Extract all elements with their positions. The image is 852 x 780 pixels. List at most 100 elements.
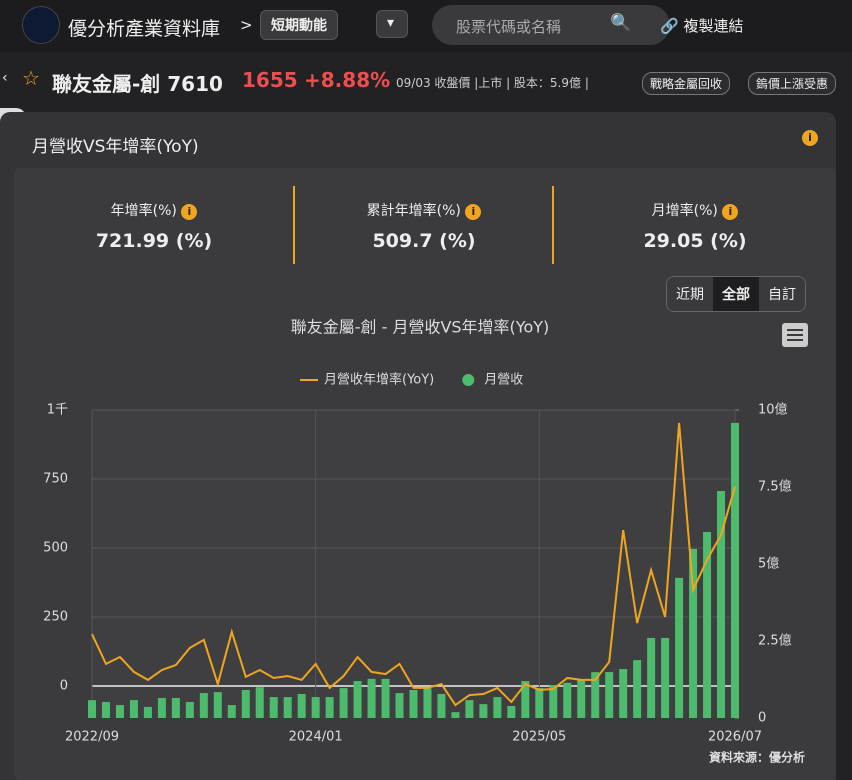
bar [479,704,488,718]
menu-icon[interactable] [782,323,808,347]
divider [293,186,295,264]
bar [591,672,600,718]
bar [633,660,642,718]
bar [115,705,124,718]
tag[interactable]: 鎢價上漲受惠 [748,72,837,95]
bar [577,680,586,718]
bar [311,697,320,718]
stock-name: 聯友金屬-創 7610 [52,72,223,96]
y2-tick-label: 0 [758,711,766,726]
stock-row: ‹ ☆ 聯友金屬-創 7610 1655 +8.88% 09/03 收盤價 |上… [0,56,852,102]
stat-label: 累計年增率(%) [366,203,461,219]
divider [552,186,554,264]
y-tick-label: 0 [60,678,68,693]
section-button[interactable]: 短期動能 [260,10,338,40]
bar [549,685,558,718]
y2-tick-label: 2.5億 [758,633,792,649]
logo[interactable] [22,6,60,44]
bar [339,688,348,718]
search-placeholder: 股票代碼或名稱 [456,18,562,36]
bar [381,678,390,718]
bar [689,548,698,718]
bar [409,689,418,718]
bar [423,688,432,718]
bar [521,681,530,718]
legend-swatch [462,374,475,386]
bar [731,422,739,718]
bar [283,697,292,718]
star[interactable]: ☆ [22,66,40,90]
range-button[interactable]: 全部 [713,277,759,311]
bar [507,705,516,718]
stats: 年增率(%) i 721.99 (%) 累計年增率(%) i 509.7 (%)… [14,180,836,270]
source: 資料來源：優分析 [709,750,805,765]
bar [143,706,152,718]
copy-link-text: 複製連結 [683,17,744,35]
stat: 月增率(%) i 29.05 (%) [554,180,836,252]
legend-label: 月營收 [484,373,523,388]
search-box[interactable]: 股票代碼或名稱 🔍 [432,5,670,45]
bar [535,688,544,718]
info-icon[interactable]: i [802,130,818,146]
bar [171,697,180,718]
bar [297,693,306,718]
y-tick-label: 750 [43,471,68,486]
x-tick-label: 2024/01 [289,730,343,745]
bar [675,577,684,718]
bar [199,693,208,718]
bar [661,637,670,718]
y2-tick-label: 10億 [758,402,788,418]
range-button[interactable]: 自訂 [759,277,805,311]
bar [325,697,334,718]
bar [605,672,614,718]
stat-value: 509.7 (%) [372,230,476,252]
search-icon[interactable]: 🔍 [610,13,632,33]
stat-label: 月增率(%) [651,203,718,219]
bar [367,678,376,718]
y2-tick-label: 7.5億 [758,479,792,495]
stock-change: +8.88% [304,68,391,92]
y-tick-label: 250 [43,609,68,624]
line [91,422,736,707]
bar [101,701,110,718]
bar [88,700,96,718]
copy-link[interactable]: 🔗 複製連結 [660,17,744,35]
stat-value: 29.05 (%) [643,230,747,252]
bar [353,681,362,718]
range-buttons: 近期 全部 自訂 [666,276,806,312]
bar [241,689,250,718]
bar [647,637,656,718]
bar [185,701,194,718]
legend-label: 月營收年增率(YoY) [324,372,434,388]
chart: 聯友金屬-創 - 月營收VS年增率(YoY) 資料來源：優分析 0 250 500 7… [43,318,808,765]
stat: 累計年增率(%) i 509.7 (%) [294,180,554,252]
range-button[interactable]: 近期 [667,277,713,311]
y2-tick-label: 5億 [758,556,779,572]
panel-title: 月營收VS年增率(YoY) [32,137,199,157]
stat-value: 721.99 (%) [95,230,213,252]
site-title[interactable]: 優分析產業資料庫 [68,18,221,40]
stat-label: 年增率(%) [110,203,177,219]
bar [717,491,726,718]
y-tick-label: 500 [43,540,68,555]
tag[interactable]: 戰略金屬回收 [642,72,731,95]
x-tick-label: 2026/07 [708,730,762,745]
bar [157,697,166,718]
bar [129,700,138,718]
top-bar: 優分析產業資料庫 > 短期動能 ▾ 股票代碼或名稱 🔍 🔗 複製連結 [0,0,852,52]
bar [395,693,404,718]
bar [619,669,628,718]
bar [213,692,222,718]
collapse[interactable]: ‹ [2,70,8,86]
x-tick-label: 2025/05 [512,730,566,745]
bar [227,705,236,718]
bar [269,697,278,718]
stat: 年增率(%) i 721.99 (%) [14,180,294,252]
dropdown[interactable]: ▾ [376,10,408,38]
breadcrumb-sep: > [240,16,253,34]
bar [703,531,712,718]
stock-price: 1655 [242,68,298,92]
bar [465,700,474,718]
bar [255,687,264,718]
